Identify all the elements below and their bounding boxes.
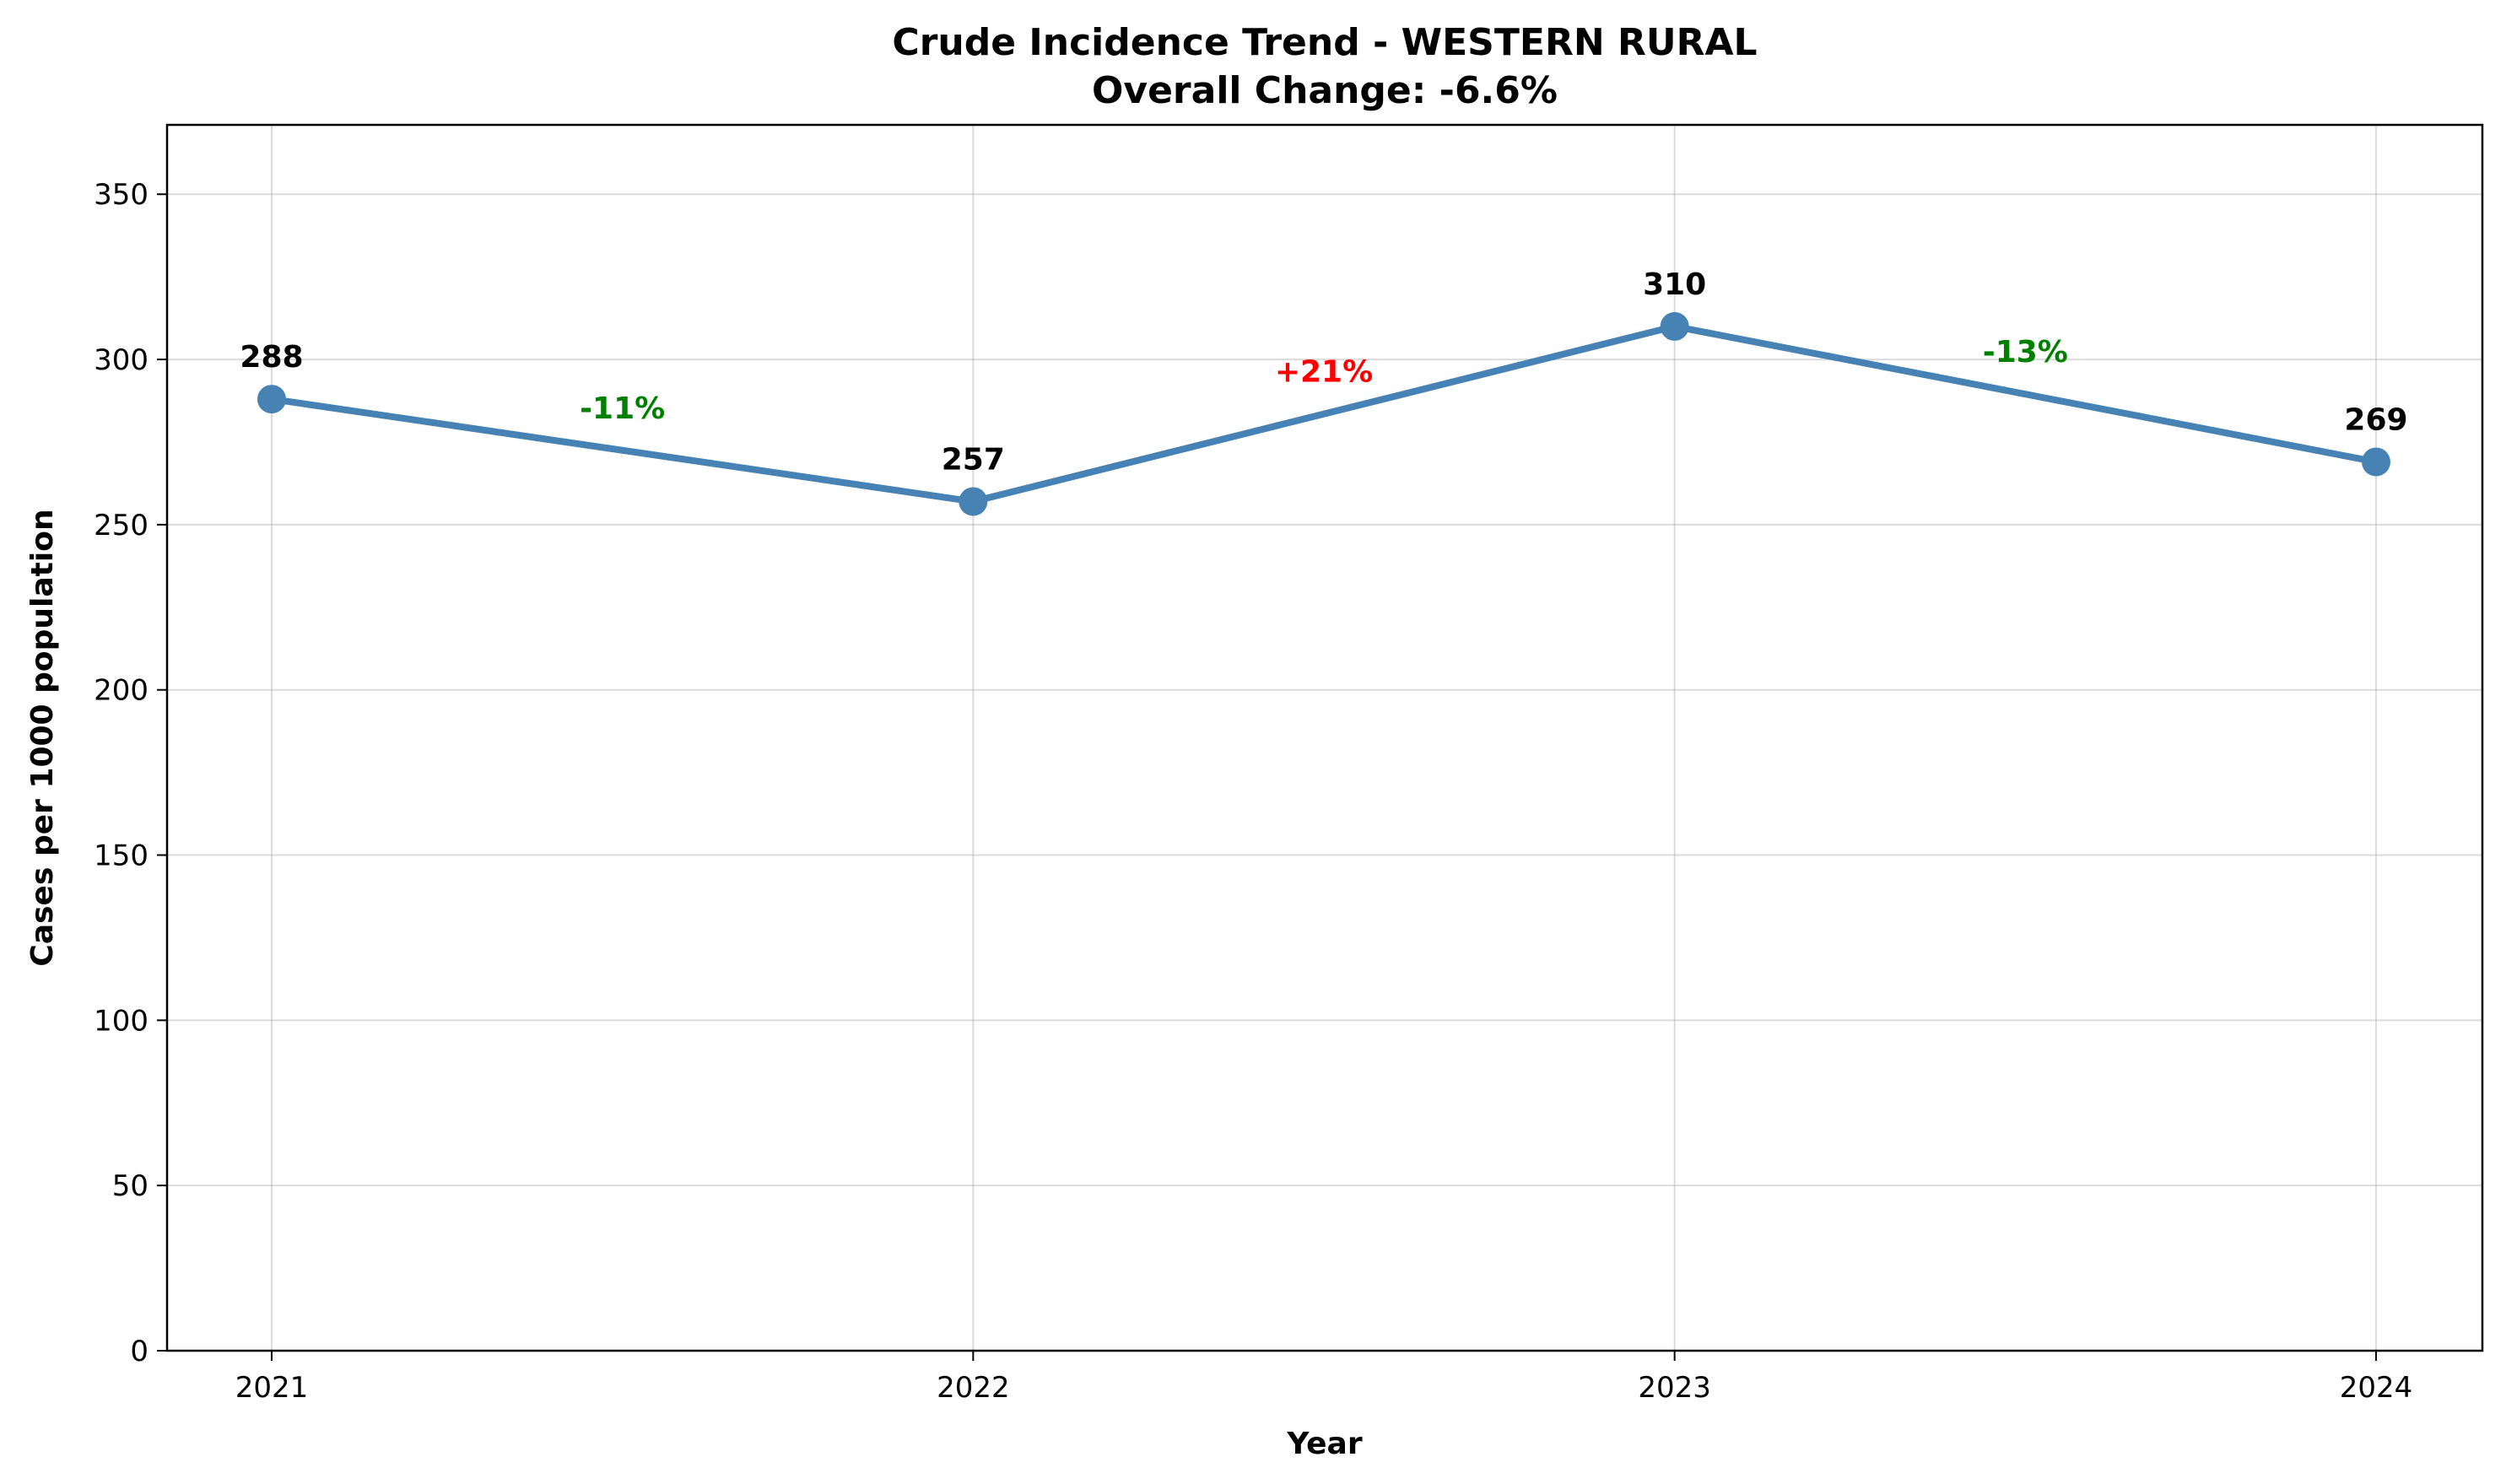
- x-axis-title: Year: [1286, 1427, 1362, 1461]
- y-axis-title: Cases per 1000 population: [25, 509, 60, 966]
- data-point: [959, 487, 988, 516]
- y-tick-label: 0: [130, 1335, 149, 1368]
- data-label: 310: [1643, 267, 1706, 302]
- x-tick-label: 2023: [1638, 1371, 1711, 1405]
- change-label: -11%: [580, 391, 665, 426]
- data-label: 257: [942, 442, 1005, 477]
- y-tick-label: 200: [94, 674, 149, 708]
- data-label: 269: [2344, 402, 2407, 437]
- y-tick-label: 150: [94, 839, 149, 873]
- axis-ticks: 0 50 100 150 200 250 300 350 2021 2022 2023 2024: [94, 178, 2412, 1405]
- data-point: [2362, 447, 2390, 477]
- labels: 288 257 310 269 -11% +21% -13%: [240, 267, 2407, 478]
- data-label: 288: [240, 340, 303, 375]
- chart-title: Crude Incidence Trend - WESTERN RURAL: [892, 21, 1757, 64]
- plot-frame: [165, 123, 2484, 1352]
- change-label: +21%: [1275, 355, 1373, 390]
- y-tick-label: 350: [94, 178, 149, 212]
- series: [257, 311, 2390, 516]
- y-tick-label: 50: [112, 1169, 149, 1203]
- x-tick-label: 2021: [235, 1371, 309, 1405]
- chart-subtitle: Overall Change: -6.6%: [1092, 69, 1558, 112]
- x-tick-label: 2022: [937, 1371, 1010, 1405]
- change-label: -13%: [1983, 335, 2068, 370]
- series-line: [268, 322, 2379, 505]
- data-point: [1660, 311, 1689, 341]
- y-tick-label: 300: [94, 343, 149, 377]
- x-tick-label: 2024: [2340, 1371, 2413, 1405]
- grid: [167, 125, 2482, 1352]
- y-tick-label: 100: [94, 1004, 149, 1038]
- y-tick-label: 250: [94, 509, 149, 542]
- data-point: [257, 385, 286, 414]
